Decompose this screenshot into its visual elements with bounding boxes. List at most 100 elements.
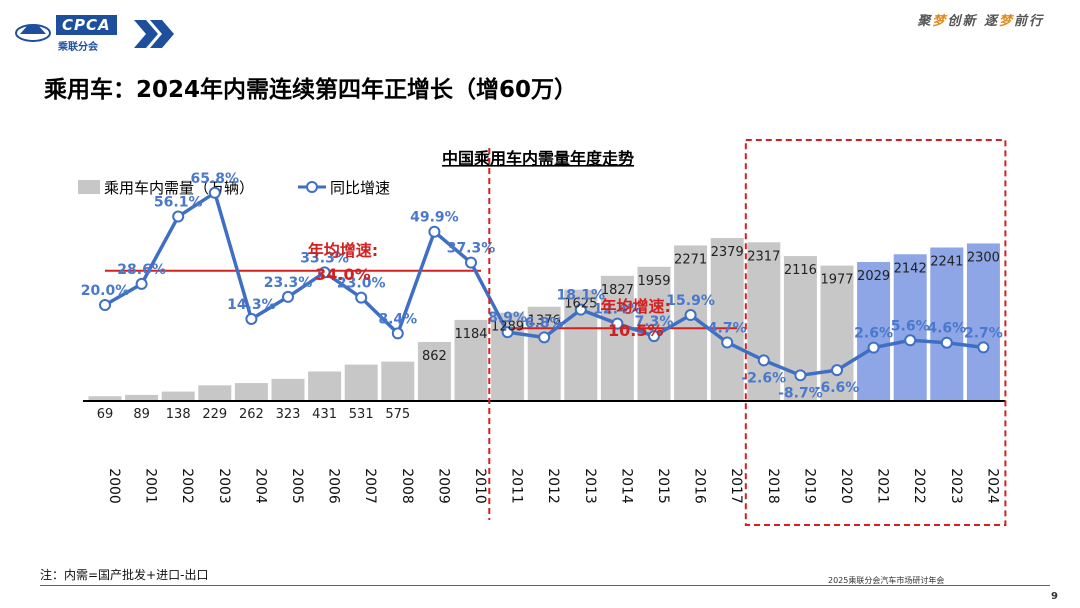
bar-label-2018: 2317 <box>747 249 780 264</box>
x-tick-2001: 2001 <box>143 468 159 504</box>
x-tick-2003: 2003 <box>216 468 232 504</box>
growth-point-2001 <box>135 277 148 290</box>
bar-2020 <box>820 265 854 401</box>
bar-label-2016: 2271 <box>674 252 707 267</box>
growth-value-labels: 20.0% 28.6% 56.1% 65.8% 14.3% 23.3% 33.3% 23.0%… <box>81 171 1003 402</box>
growth-label-2009: 49.9% <box>410 210 459 226</box>
bar-2012 <box>527 306 561 401</box>
bar-label-2015: 1959 <box>637 274 670 289</box>
bar-2002 <box>161 391 195 401</box>
growth-label-2006: 33.3% <box>300 250 349 266</box>
chevron-right-icon <box>134 20 174 48</box>
x-tick-2020: 2020 <box>838 468 854 504</box>
growth-label-2018: -2.6% <box>741 370 786 386</box>
growth-point-2002 <box>172 210 185 223</box>
bar-2001 <box>125 394 159 401</box>
x-tick-2024: 2024 <box>984 468 1000 504</box>
bar-label-2003: 229 <box>202 407 227 422</box>
slide-header: CPCA 乘联分会 聚梦创新 逐梦前行 <box>0 0 1080 60</box>
average-annotations: 年均增速: 34.0% 年均增速: 10.5% <box>308 241 671 340</box>
growth-point-2008 <box>391 327 404 340</box>
growth-point-2020 <box>831 364 843 377</box>
growth-label-2005: 23.3% <box>264 275 313 291</box>
growth-label-2010: 37.3% <box>447 241 496 257</box>
period-dividers <box>488 139 1007 526</box>
growth-label-2000: 20.0% <box>81 283 130 299</box>
growth-line-series <box>99 186 990 382</box>
growth-point-2017 <box>721 336 734 349</box>
bar-label-2009: 862 <box>422 349 447 364</box>
growth-point-2011 <box>501 326 514 339</box>
bar-2004 <box>234 383 268 401</box>
bar-label-2000: 69 <box>97 407 114 422</box>
bar-label-2010: 1184 <box>454 327 487 342</box>
growth-label-2001: 28.6% <box>117 262 166 278</box>
x-tick-2007: 2007 <box>362 468 378 504</box>
car-logo-icon <box>15 24 51 42</box>
growth-point-2000 <box>99 299 111 311</box>
growth-label-2019: -8.7% <box>778 385 823 401</box>
growth-point-2019 <box>794 369 807 382</box>
bar-2014 <box>600 275 634 401</box>
growth-label-2002: 56.1% <box>154 195 203 211</box>
bar-2006 <box>308 371 342 401</box>
slide-title: 乘用车：2024年内需连续第四年正增长（增60万） <box>44 77 578 103</box>
logo-text: CPCA <box>56 15 117 35</box>
x-tick-2005: 2005 <box>289 468 305 504</box>
growth-label-2012: 6.8% <box>525 315 564 331</box>
bar-label-2007: 531 <box>349 407 374 422</box>
growth-label-2011: 8.9% <box>488 310 527 326</box>
bar-label-2001: 89 <box>133 407 150 422</box>
bar-label-2011: 1289 <box>491 320 524 335</box>
x-tick-2022: 2022 <box>911 468 927 504</box>
bar-2008 <box>381 361 415 401</box>
bar-label-2017: 2379 <box>711 245 744 260</box>
bar-label-2008: 575 <box>385 407 410 422</box>
bar-label-2019: 2116 <box>784 263 817 278</box>
growth-point-2015 <box>648 330 660 343</box>
annotation-value-1: 34.0% <box>315 265 371 284</box>
growth-point-2022 <box>904 334 917 347</box>
bar-2024 <box>966 243 1000 401</box>
growth-point-2003 <box>208 186 221 199</box>
growth-label-2007: 23.0% <box>337 276 386 292</box>
bar-2000 <box>88 396 122 401</box>
bar-value-labels: 69 89 138 229 262 323 431 531 575 862 1184 1289 1376… <box>97 245 1000 422</box>
annotation-title-1: 年均增速: <box>308 241 378 260</box>
footer-rule <box>40 585 1050 586</box>
x-tick-2012: 2012 <box>545 468 561 504</box>
growth-point-2006 <box>318 266 331 279</box>
bar-label-2006: 431 <box>312 407 337 422</box>
cpca-logo: CPCA 乘联分会 <box>14 14 126 53</box>
slogan: 聚梦创新 逐梦前行 <box>917 14 1044 29</box>
x-tick-2021: 2021 <box>875 468 891 504</box>
footnote: 注：内需=国产批发+进口-出口 <box>40 568 209 582</box>
x-tick-2000: 2000 <box>106 468 122 504</box>
chart-title: 中国乘用车内需量年度走势 <box>442 149 634 168</box>
growth-point-2010 <box>465 256 477 269</box>
bar-2018 <box>747 242 781 401</box>
bar-2023 <box>930 247 964 401</box>
x-tick-2008: 2008 <box>399 468 415 504</box>
growth-label-2023: 4.6% <box>927 321 966 337</box>
x-tick-2006: 2006 <box>326 468 342 504</box>
bar-label-2021: 2029 <box>857 269 890 284</box>
bar-2010 <box>454 319 488 401</box>
x-tick-2002: 2002 <box>179 468 195 504</box>
x-tick-2017: 2017 <box>728 468 744 504</box>
annotation-title-2: 年均增速: <box>600 297 670 316</box>
growth-point-2009 <box>428 225 441 238</box>
growth-label-2021: 2.6% <box>854 326 893 342</box>
legend-line-marker <box>306 181 318 193</box>
growth-point-2018 <box>757 354 770 367</box>
x-tick-2011: 2011 <box>509 468 525 504</box>
legend-bar-swatch <box>78 180 100 194</box>
growth-label-2017: 4.7% <box>708 320 747 336</box>
growth-point-2024 <box>977 341 990 354</box>
bar-2022 <box>893 254 927 401</box>
bar-2021 <box>857 262 891 401</box>
x-tick-2010: 2010 <box>472 468 488 504</box>
x-tick-2015: 2015 <box>655 468 671 504</box>
x-axis-tick-labels: 2000 2001 2002 2003 2004 2005 2006 2007 2008 2009… <box>106 468 1000 504</box>
growth-point-2013 <box>574 303 587 316</box>
